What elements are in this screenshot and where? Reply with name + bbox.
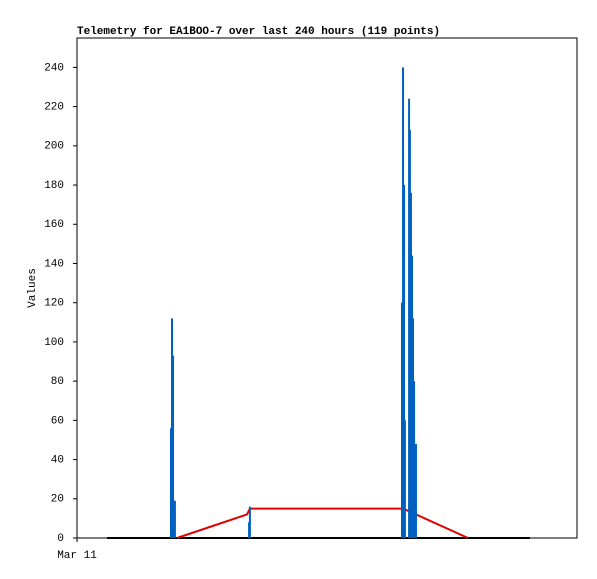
y-tick-label: 160: [44, 219, 64, 231]
y-tick-label: 20: [51, 494, 64, 506]
x-tick-label: Mar 11: [57, 550, 97, 562]
y-tick-label: 80: [51, 376, 64, 388]
y-tick-label: 240: [44, 62, 64, 74]
y-tick-label: 0: [57, 533, 64, 545]
y-tick-label: 60: [51, 415, 64, 427]
data-line: [176, 507, 469, 539]
y-tick-label: 220: [44, 102, 64, 114]
plot-frame: [76, 37, 578, 539]
y-tick-label: 200: [44, 141, 64, 153]
y-tick-label: 140: [44, 258, 64, 270]
y-tick-label: 40: [51, 454, 64, 466]
y-tick-label: 120: [44, 298, 64, 310]
chart-title: Telemetry for EA1BOO-7 over last 240 hou…: [77, 26, 440, 38]
y-axis-label: Values: [27, 268, 39, 308]
y-tick-label: 180: [44, 180, 64, 192]
y-tick-label: 100: [44, 337, 64, 349]
